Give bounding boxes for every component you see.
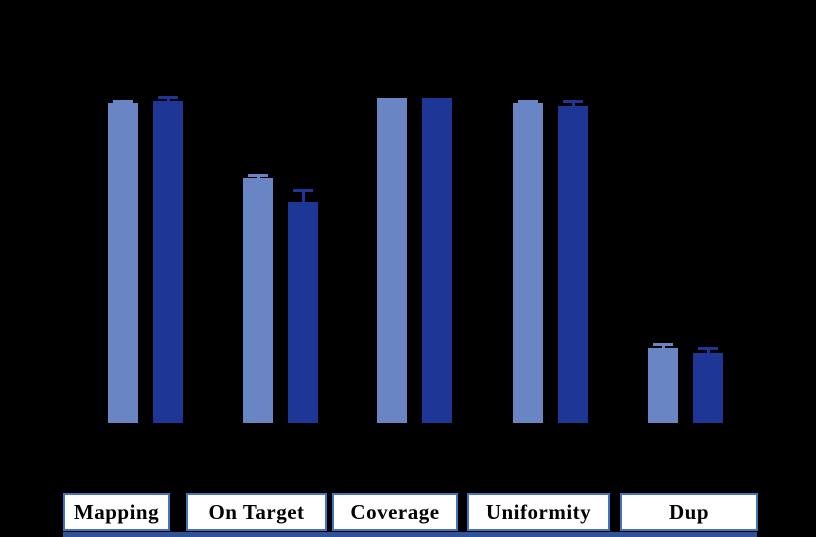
category-label-text: Mapping — [73, 499, 160, 524]
label-table-bottom-border — [63, 532, 757, 537]
error-bar-stem — [526, 101, 530, 105]
bar-dark_blue-coverage — [422, 98, 452, 423]
category-label-text: Dup — [668, 499, 710, 524]
error-bar-cap — [248, 174, 268, 177]
bar-dark_blue-on-target — [288, 202, 318, 423]
error-bar-stem — [571, 101, 575, 108]
bar-light_blue-uniformity — [513, 103, 543, 423]
error-bar-stem — [301, 190, 305, 204]
bar-dark_blue-dup — [693, 353, 723, 423]
error-bar-cap — [113, 100, 133, 103]
error-bar-stem — [166, 97, 170, 103]
bar-dark_blue-uniformity — [558, 106, 588, 423]
category-label-mapping: Mapping — [63, 493, 170, 531]
error-bar-cap — [653, 343, 673, 346]
error-bar-cap — [518, 100, 538, 103]
bar-dark_blue-mapping — [153, 101, 183, 423]
error-bar-cap — [698, 347, 718, 350]
error-bar-stem — [121, 101, 125, 105]
error-bar-cap — [293, 189, 313, 192]
category-label-dup: Dup — [620, 493, 758, 531]
error-bar-cap — [158, 96, 178, 99]
bar-light_blue-coverage — [377, 98, 407, 423]
category-label-coverage: Coverage — [332, 493, 458, 531]
category-label-text: Uniformity — [485, 499, 592, 524]
bar-light_blue-dup — [648, 348, 678, 423]
category-label-uniformity: Uniformity — [467, 493, 610, 531]
error-bar-stem — [661, 344, 665, 350]
error-bar-stem — [706, 348, 710, 355]
category-label-text: On Target — [208, 499, 305, 524]
bar-light_blue-on-target — [243, 178, 273, 423]
category-label-on-target: On Target — [186, 493, 327, 531]
error-bar-stem — [256, 175, 260, 180]
bar-light_blue-mapping — [108, 103, 138, 423]
category-label-text: Coverage — [350, 499, 440, 524]
error-bar-cap — [563, 100, 583, 103]
